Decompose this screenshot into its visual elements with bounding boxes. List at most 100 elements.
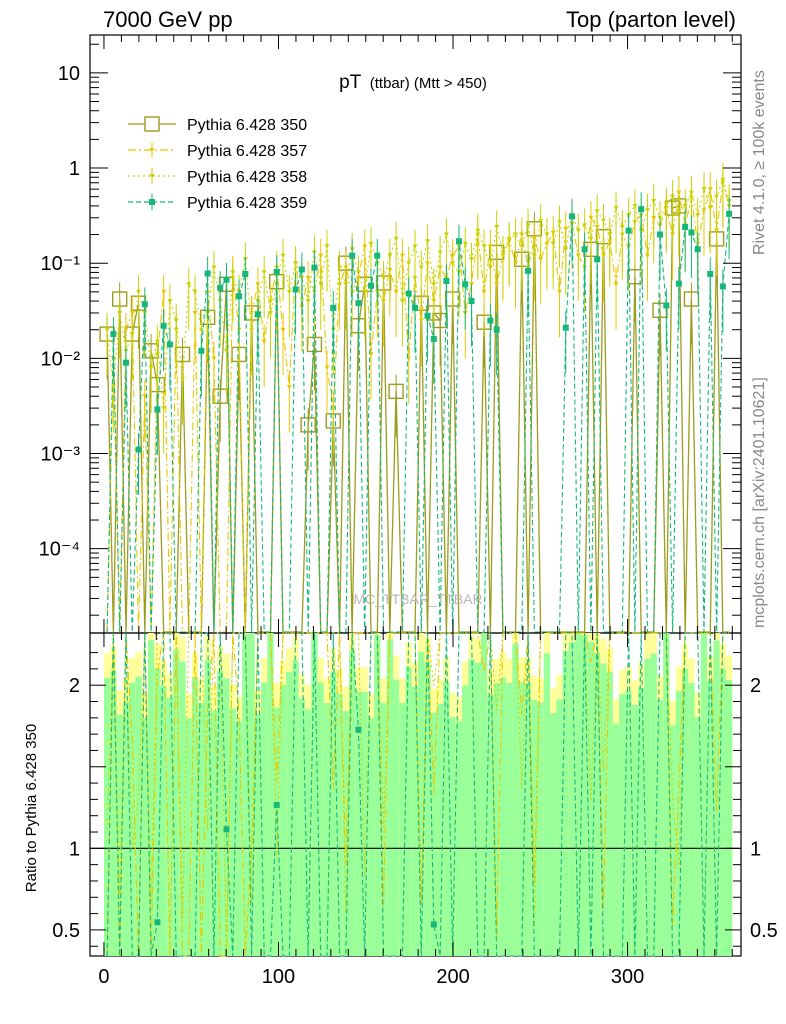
marker-357 (406, 356, 412, 361)
marker-358 (406, 261, 412, 266)
ratio-band-green (682, 668, 689, 956)
legend-label-3: Pythia 6.428 359 (187, 195, 307, 212)
legend-marker-triangle (149, 174, 155, 179)
marker-359 (367, 282, 374, 289)
marker-359 (355, 300, 362, 307)
marker-358 (613, 206, 619, 211)
marker-358 (443, 232, 449, 238)
axes: 0 100 200 300 10 1 10⁻¹ 10⁻² 10⁻³ 10⁻⁴ 2 2 1 1 0.5 0.5 (39, 35, 778, 988)
marker-359 (719, 283, 726, 290)
marker-359 (657, 231, 664, 238)
marker-359 (311, 264, 318, 271)
ratio-band-green (606, 671, 613, 956)
marker-359 (569, 213, 576, 220)
marker-357 (362, 244, 368, 249)
marker-359 (493, 326, 500, 333)
ratio-band-green (355, 691, 362, 956)
series-line-2 (106, 178, 730, 409)
legend-marker-square (144, 116, 160, 132)
ratio-band-green (455, 721, 463, 956)
marker-358 (136, 289, 142, 295)
marker-358 (619, 225, 625, 230)
ratio-band-green (638, 687, 645, 956)
marker-358 (450, 261, 456, 266)
ratio-band-green (594, 652, 601, 956)
marker-358 (563, 247, 569, 252)
marker-359 (694, 246, 701, 253)
marker-358 (381, 275, 387, 281)
marker-358 (494, 225, 500, 230)
ratio-band-green (235, 721, 243, 956)
ratio-band-green (581, 635, 588, 956)
marker-359 (682, 224, 689, 231)
ratio-band-green (185, 718, 192, 956)
marker-358 (519, 244, 525, 249)
ratio-band-green (568, 641, 576, 956)
marker-350 (627, 269, 643, 285)
ratio-band-green (173, 649, 180, 956)
marker-358 (701, 187, 707, 192)
marker-358 (249, 327, 255, 333)
ratio-plot-area (90, 632, 741, 957)
ratio-band-green (468, 659, 475, 956)
legend: Pythia 6.428 350 Pythia 6.428 357 Pythia 6… (128, 116, 307, 212)
marker-358 (506, 236, 512, 242)
marker-359 (688, 229, 695, 236)
marker-358 (462, 241, 468, 247)
marker-357 (487, 244, 493, 249)
marker-350 (306, 336, 323, 353)
marker-359 (298, 266, 305, 273)
marker-358 (362, 289, 368, 295)
marker-358 (651, 199, 657, 204)
marker-358 (173, 318, 179, 323)
marker-358 (211, 265, 217, 271)
marker-350 (174, 346, 191, 363)
marker-359 (122, 359, 129, 366)
marker-358 (556, 220, 562, 225)
marker-359 (236, 293, 243, 300)
marker-358 (324, 244, 330, 249)
marker-359 (726, 210, 733, 217)
ratio-band-green (631, 704, 639, 956)
marker-358 (469, 257, 475, 262)
ratio-band-green (700, 633, 708, 956)
marker-359 (292, 286, 299, 293)
header-right: Top (parton level) (566, 7, 736, 32)
marker-359 (455, 238, 462, 245)
marker-358 (475, 228, 481, 234)
marker-359 (424, 312, 431, 319)
legend-label-1: Pythia 6.428 357 (187, 143, 307, 160)
ratio-point-359 (154, 919, 161, 926)
marker-350 (652, 302, 668, 318)
ratio-band-green (198, 702, 205, 956)
marker-357 (123, 327, 129, 333)
ratio-tick-label-right: 2 (750, 675, 761, 697)
marker-357 (324, 365, 330, 371)
ratio-band-green (575, 633, 582, 956)
ratio-line-3 (106, 632, 730, 957)
marker-358 (544, 232, 550, 238)
marker-358 (180, 377, 186, 382)
marker-359 (468, 298, 475, 305)
marker-358 (425, 239, 431, 244)
ratio-band-green (267, 633, 274, 956)
ratio-band-green (443, 681, 450, 956)
ratio-point-359 (430, 921, 437, 928)
ratio-band-green (625, 690, 632, 956)
marker-359 (707, 270, 714, 277)
marker-359 (462, 281, 469, 288)
ratio-band-green (103, 677, 111, 956)
x-tick-label: 100 (262, 966, 295, 988)
marker-358 (412, 244, 418, 249)
ratio-band-green (361, 691, 368, 956)
ratio-tick-label-left: 1 (69, 838, 80, 860)
marker-358 (148, 365, 154, 371)
marker-357 (393, 289, 399, 295)
legend-label-2: Pythia 6.428 358 (187, 169, 307, 186)
x-tick-label: 0 (98, 966, 109, 988)
marker-358 (676, 209, 682, 214)
ratio-tick-label-left: 2 (69, 675, 80, 697)
marker-358 (230, 275, 236, 281)
marker-358 (481, 244, 487, 249)
